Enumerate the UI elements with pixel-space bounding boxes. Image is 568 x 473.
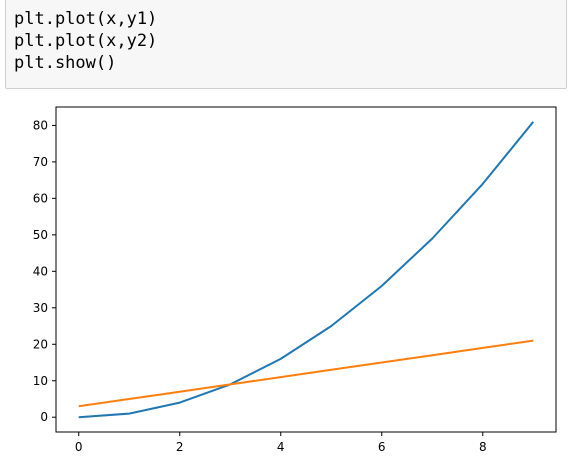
y-tick-label: 50 <box>33 228 48 242</box>
y-ticks: 0 10 20 30 40 50 60 70 80 <box>33 118 56 424</box>
code-line-2: plt.plot(x,y2) <box>14 31 158 51</box>
code-line-3: plt.show() <box>14 53 117 73</box>
series-line-1 <box>78 121 535 419</box>
y-tick-label: 60 <box>33 191 48 205</box>
x-tick-label: 8 <box>479 440 487 454</box>
series-lines <box>78 121 535 419</box>
plot-frame <box>55 106 557 433</box>
y-tick-label: 10 <box>33 374 48 388</box>
x-tick-label: 4 <box>277 440 285 454</box>
x-tick-label: 0 <box>75 440 83 454</box>
y-tick-label: 80 <box>33 118 48 132</box>
series-line-2 <box>78 339 534 408</box>
y-tick-label: 30 <box>33 301 48 315</box>
y-tick-label: 70 <box>33 155 48 169</box>
x-tick-label: 2 <box>176 440 184 454</box>
code-cell[interactable]: plt.plot(x,y1) plt.plot(x,y2) plt.show() <box>5 0 567 89</box>
y-tick-label: 40 <box>33 264 48 278</box>
line-chart: 0 10 20 30 40 50 60 70 80 0 2 4 6 8 <box>33 106 557 454</box>
y-tick-label: 20 <box>33 337 48 351</box>
output-area: 0 10 20 30 40 50 60 70 80 0 2 4 6 8 <box>0 90 568 469</box>
x-ticks: 0 2 4 6 8 <box>75 432 487 454</box>
x-tick-label: 6 <box>378 440 386 454</box>
code-line-1: plt.plot(x,y1) <box>14 9 158 29</box>
y-tick-label: 0 <box>40 410 48 424</box>
